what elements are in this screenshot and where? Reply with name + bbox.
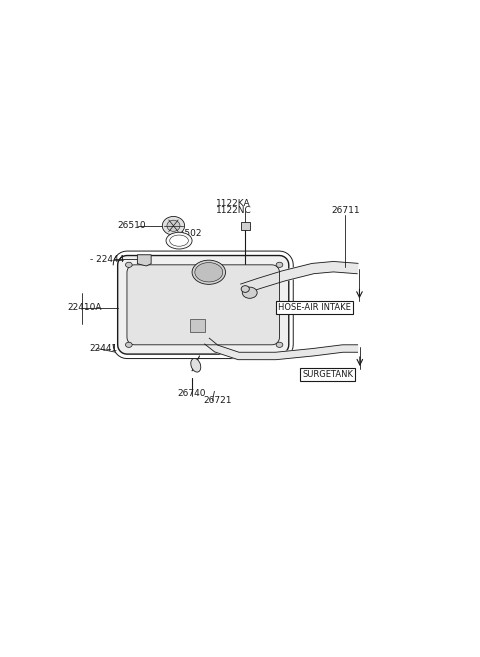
Text: 26721: 26721 xyxy=(203,396,232,405)
Ellipse shape xyxy=(192,260,226,284)
Text: 1122KA: 1122KA xyxy=(216,199,251,208)
Text: 26711: 26711 xyxy=(332,206,360,215)
Polygon shape xyxy=(190,319,205,332)
Polygon shape xyxy=(137,255,151,266)
Ellipse shape xyxy=(276,342,283,348)
Text: 26510: 26510 xyxy=(118,221,146,230)
Text: 22441: 22441 xyxy=(90,344,118,353)
Polygon shape xyxy=(204,338,358,359)
Text: HOSE-AIR INTAKE: HOSE-AIR INTAKE xyxy=(278,303,351,312)
Ellipse shape xyxy=(242,287,257,298)
Ellipse shape xyxy=(195,263,223,282)
Polygon shape xyxy=(241,222,250,230)
Text: - 22444: - 22444 xyxy=(90,255,124,263)
Polygon shape xyxy=(240,261,358,294)
Ellipse shape xyxy=(166,233,192,249)
Polygon shape xyxy=(127,265,279,345)
Ellipse shape xyxy=(170,235,188,246)
Text: 26502: 26502 xyxy=(173,229,202,238)
Text: 26740: 26740 xyxy=(177,389,205,397)
Text: SURGETANK: SURGETANK xyxy=(302,370,353,379)
Text: 1122NC: 1122NC xyxy=(216,206,252,215)
Ellipse shape xyxy=(241,286,249,292)
Ellipse shape xyxy=(125,262,132,267)
Polygon shape xyxy=(118,256,289,354)
Text: 22410A: 22410A xyxy=(67,303,102,312)
Ellipse shape xyxy=(191,359,201,372)
Ellipse shape xyxy=(167,220,180,231)
Ellipse shape xyxy=(276,262,283,267)
Ellipse shape xyxy=(162,216,185,235)
Ellipse shape xyxy=(125,342,132,348)
